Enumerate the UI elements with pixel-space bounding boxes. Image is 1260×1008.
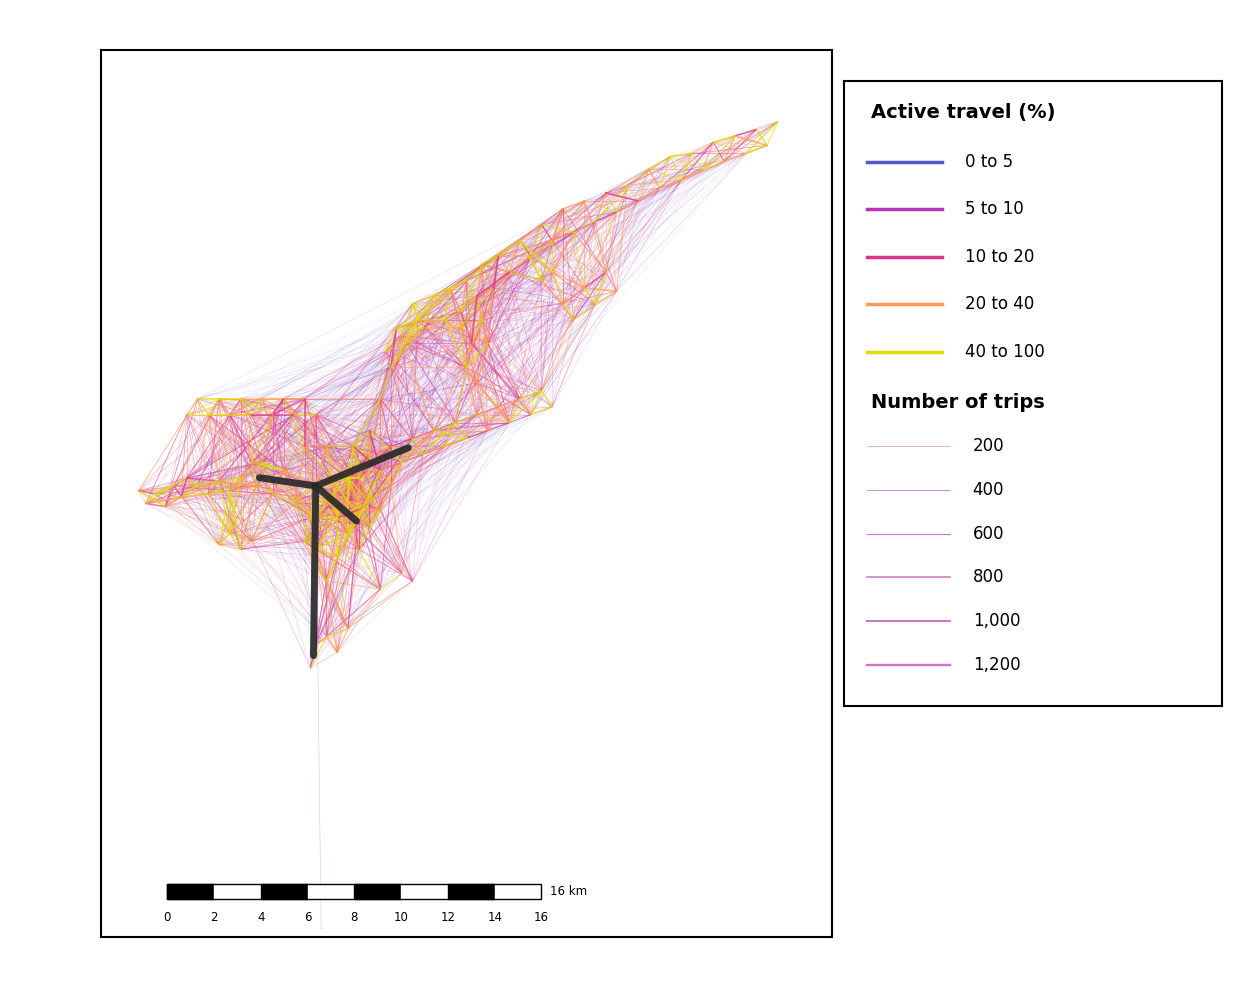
Text: Active travel (%): Active travel (%) (871, 103, 1055, 122)
Bar (261, 884, 307, 899)
Bar (168, 884, 542, 899)
Text: 0: 0 (164, 910, 171, 923)
Text: 10 to 20: 10 to 20 (965, 248, 1034, 266)
Text: 800: 800 (973, 569, 1004, 587)
Text: 16: 16 (534, 910, 549, 923)
Text: 0 to 5: 0 to 5 (965, 153, 1013, 171)
Text: 20 to 40: 20 to 40 (965, 295, 1034, 313)
Text: 1,000: 1,000 (973, 612, 1021, 630)
Text: 1,200: 1,200 (973, 656, 1021, 674)
Bar (354, 884, 401, 899)
Text: 10: 10 (393, 910, 408, 923)
Bar (401, 884, 449, 899)
Text: 16 km: 16 km (551, 885, 587, 898)
Text: 400: 400 (973, 481, 1004, 499)
Text: 12: 12 (441, 910, 455, 923)
Text: 6: 6 (304, 910, 311, 923)
Text: 5 to 10: 5 to 10 (965, 200, 1024, 218)
Text: 200: 200 (973, 437, 1004, 456)
Bar (447, 884, 495, 899)
Text: 2: 2 (210, 910, 218, 923)
Bar (307, 884, 354, 899)
Bar (214, 884, 261, 899)
Text: 8: 8 (350, 910, 358, 923)
Bar (168, 884, 214, 899)
Text: 600: 600 (973, 525, 1004, 542)
Text: 14: 14 (488, 910, 503, 923)
Text: 4: 4 (257, 910, 265, 923)
Bar (495, 884, 542, 899)
Text: Number of trips: Number of trips (871, 393, 1045, 412)
Text: 40 to 100: 40 to 100 (965, 344, 1045, 362)
